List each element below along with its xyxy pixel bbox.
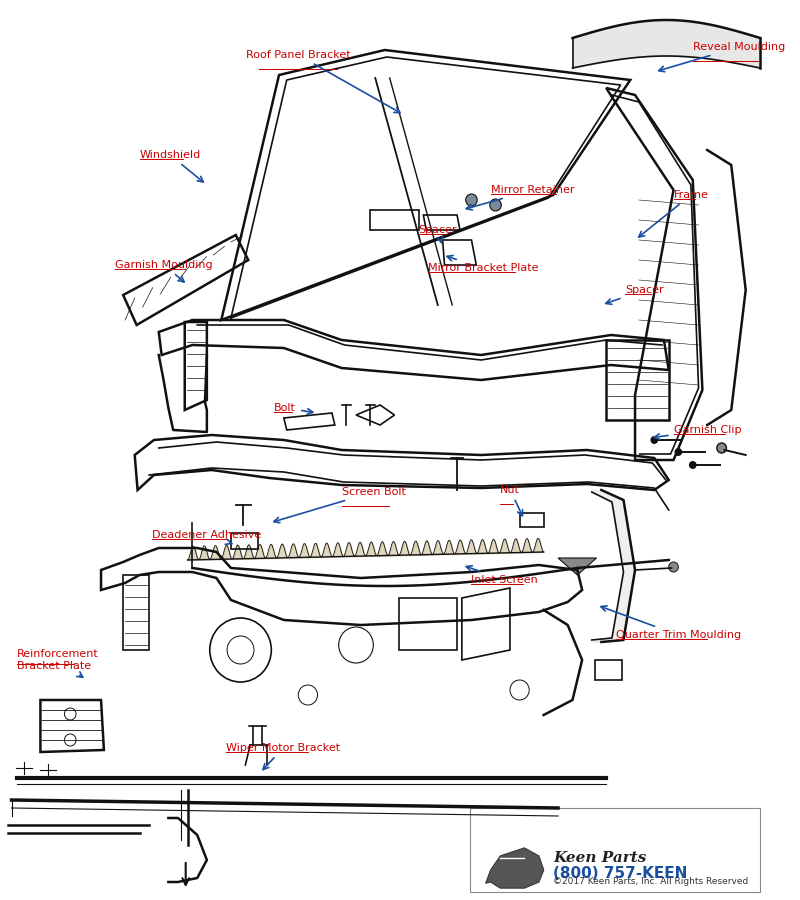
Text: Frame: Frame: [638, 190, 709, 237]
Text: Keen Parts: Keen Parts: [554, 851, 646, 865]
Circle shape: [650, 436, 658, 444]
Text: Spacer: Spacer: [606, 285, 664, 304]
Text: Inlet Screen: Inlet Screen: [466, 566, 538, 585]
Text: Mirror Retainer: Mirror Retainer: [466, 185, 574, 210]
Text: Roof Panel Bracket: Roof Panel Bracket: [246, 50, 400, 112]
Text: ©2017 Keen Parts, Inc. All Rights Reserved: ©2017 Keen Parts, Inc. All Rights Reserv…: [554, 878, 749, 886]
Text: Windshield: Windshield: [139, 150, 203, 182]
Circle shape: [490, 199, 502, 211]
Text: Bolt: Bolt: [274, 403, 313, 414]
Circle shape: [717, 443, 726, 453]
Polygon shape: [486, 848, 544, 888]
Text: Quarter Trim Moulding: Quarter Trim Moulding: [601, 606, 741, 640]
Circle shape: [689, 461, 697, 469]
Bar: [594, 660, 622, 680]
Text: Spacer: Spacer: [418, 225, 457, 242]
Circle shape: [669, 562, 678, 572]
Circle shape: [674, 448, 682, 456]
Text: Deadener Adhesive: Deadener Adhesive: [152, 530, 262, 544]
Text: Nut: Nut: [500, 485, 522, 516]
Text: Screen Bolt: Screen Bolt: [274, 487, 406, 523]
Text: (800) 757-KEEN: (800) 757-KEEN: [554, 866, 688, 880]
Text: Garnish Clip: Garnish Clip: [654, 425, 741, 439]
Text: Reinforcement
Bracket Plate: Reinforcement Bracket Plate: [18, 649, 99, 678]
Polygon shape: [558, 558, 597, 575]
Text: Garnish Moulding: Garnish Moulding: [115, 260, 213, 282]
Text: Mirror Bracket Plate: Mirror Bracket Plate: [428, 256, 538, 273]
Text: Reveal Moulding: Reveal Moulding: [658, 42, 785, 72]
Circle shape: [466, 194, 478, 206]
Text: Wiper Motor Bracket: Wiper Motor Bracket: [226, 743, 340, 770]
